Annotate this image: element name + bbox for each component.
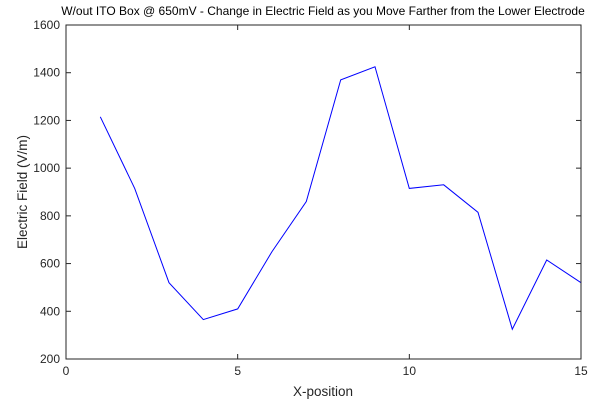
x-tick-label: 10 bbox=[403, 364, 417, 378]
y-tick-label: 1000 bbox=[33, 161, 60, 175]
y-tick-label: 1200 bbox=[33, 113, 60, 127]
x-tick-label: 5 bbox=[234, 364, 241, 378]
x-tick-label: 0 bbox=[63, 364, 70, 378]
x-tick-label: 15 bbox=[574, 364, 588, 378]
x-axis-title: X-position bbox=[293, 384, 353, 399]
y-tick-label: 1400 bbox=[33, 66, 60, 80]
tick-labels: 0 5 10 15 200 400 600 800 1000 1200 1400 1600 bbox=[33, 18, 588, 378]
y-tick-label: 1600 bbox=[33, 18, 60, 32]
y-axis-title: Electric Field (V/m) bbox=[15, 135, 30, 249]
y-tick-label: 800 bbox=[40, 209, 60, 223]
y-tick-label: 400 bbox=[40, 304, 60, 318]
chart-title: W/out ITO Box @ 650mV - Change in Electr… bbox=[61, 4, 585, 18]
series-line bbox=[99, 66, 582, 331]
plot-background bbox=[66, 25, 581, 359]
y-tick-label: 200 bbox=[40, 352, 60, 366]
plot-frame bbox=[65, 24, 582, 360]
y-tick-label: 600 bbox=[40, 257, 60, 271]
